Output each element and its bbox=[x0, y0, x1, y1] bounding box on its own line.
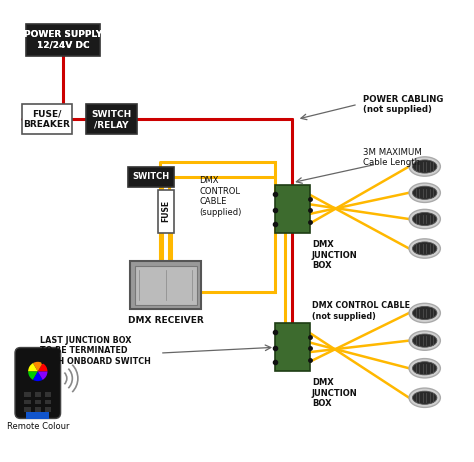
Text: POWER SUPPLY
12/24V DC: POWER SUPPLY 12/24V DC bbox=[24, 30, 102, 49]
Ellipse shape bbox=[412, 391, 437, 404]
Text: SWITCH
/RELAY: SWITCH /RELAY bbox=[91, 109, 132, 129]
Text: DMX
JUNCTION
BOX: DMX JUNCTION BOX bbox=[312, 378, 357, 408]
Bar bbox=[35, 400, 41, 404]
Ellipse shape bbox=[412, 213, 437, 225]
Text: POWER SUPPLY
12/24V DC: POWER SUPPLY 12/24V DC bbox=[24, 30, 102, 49]
Ellipse shape bbox=[412, 334, 437, 347]
Ellipse shape bbox=[409, 331, 440, 350]
Bar bbox=[26, 413, 49, 419]
FancyBboxPatch shape bbox=[86, 104, 137, 134]
Text: DMX
CONTROL
CABLE
(supplied): DMX CONTROL CABLE (supplied) bbox=[199, 176, 241, 217]
Bar bbox=[25, 407, 31, 412]
Bar bbox=[35, 407, 41, 412]
Text: 3M MAXIMUM
Cable Length: 3M MAXIMUM Cable Length bbox=[363, 147, 421, 167]
FancyBboxPatch shape bbox=[130, 261, 201, 309]
Ellipse shape bbox=[409, 209, 440, 229]
FancyBboxPatch shape bbox=[135, 266, 197, 305]
Bar bbox=[45, 392, 51, 397]
FancyBboxPatch shape bbox=[275, 185, 310, 233]
Ellipse shape bbox=[409, 359, 440, 378]
Ellipse shape bbox=[409, 239, 440, 258]
FancyBboxPatch shape bbox=[26, 24, 100, 56]
FancyBboxPatch shape bbox=[275, 323, 310, 371]
Text: FUSE: FUSE bbox=[161, 201, 170, 223]
Text: DMX
JUNCTION
BOX: DMX JUNCTION BOX bbox=[312, 240, 357, 270]
FancyBboxPatch shape bbox=[128, 166, 173, 187]
Ellipse shape bbox=[412, 186, 437, 199]
Wedge shape bbox=[38, 363, 47, 371]
FancyBboxPatch shape bbox=[15, 347, 61, 419]
Wedge shape bbox=[28, 363, 38, 371]
Wedge shape bbox=[38, 371, 47, 380]
FancyBboxPatch shape bbox=[22, 104, 73, 134]
Text: Remote Colour: Remote Colour bbox=[7, 422, 69, 431]
Text: DMX CONTROL CABLE
(not supplied): DMX CONTROL CABLE (not supplied) bbox=[312, 301, 410, 321]
Ellipse shape bbox=[412, 242, 437, 255]
Ellipse shape bbox=[412, 306, 437, 320]
Bar bbox=[45, 400, 51, 404]
Bar bbox=[45, 407, 51, 412]
FancyBboxPatch shape bbox=[157, 189, 173, 233]
Wedge shape bbox=[33, 371, 43, 381]
Wedge shape bbox=[33, 362, 43, 371]
Ellipse shape bbox=[409, 157, 440, 176]
Ellipse shape bbox=[412, 362, 437, 375]
Ellipse shape bbox=[409, 388, 440, 407]
Text: POWER CABLING
(not supplied): POWER CABLING (not supplied) bbox=[363, 95, 443, 114]
Ellipse shape bbox=[409, 304, 440, 322]
Bar bbox=[35, 392, 41, 397]
Bar bbox=[25, 392, 31, 397]
Bar bbox=[25, 400, 31, 404]
Text: DMX RECEIVER: DMX RECEIVER bbox=[128, 316, 203, 325]
Ellipse shape bbox=[412, 160, 437, 173]
Text: LAST JUNCTION BOX
TO BE TERMINATED
WITH ONBOARD SWITCH: LAST JUNCTION BOX TO BE TERMINATED WITH … bbox=[40, 336, 151, 365]
Text: SWITCH: SWITCH bbox=[132, 172, 169, 182]
Text: FUSE/
BREAKER: FUSE/ BREAKER bbox=[24, 109, 71, 129]
Ellipse shape bbox=[409, 183, 440, 202]
Wedge shape bbox=[28, 371, 38, 380]
